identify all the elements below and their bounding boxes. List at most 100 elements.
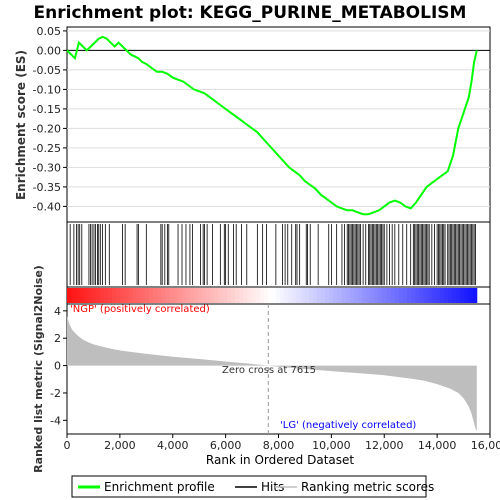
- gradient-segment: [259, 288, 265, 303]
- gradient-segment: [316, 288, 322, 303]
- metric-y-axis-label: Ranked list metric (Signal2Noise): [32, 265, 45, 473]
- gradient-segment: [280, 288, 285, 303]
- es-y-tick-label: -0.25: [33, 142, 61, 155]
- gradient-segment: [210, 288, 216, 303]
- gradient-segment: [157, 288, 162, 303]
- gradient-segment: [292, 288, 297, 303]
- gradient-segment: [116, 288, 121, 303]
- gradient-segment: [189, 288, 195, 303]
- x-tick-label: 0: [64, 439, 71, 452]
- gradient-segment: [403, 288, 408, 303]
- es-y-tick-label: 0.05: [37, 25, 62, 38]
- gradient-segment: [226, 288, 232, 303]
- gradient-segment: [394, 288, 400, 303]
- gradient-segment: [304, 288, 310, 303]
- gradient-segment: [251, 288, 256, 303]
- gradient-segment: [472, 288, 478, 303]
- gradient-segment: [300, 288, 306, 303]
- gradient-segment: [169, 288, 175, 303]
- gradient-segment: [91, 288, 97, 303]
- gradient-segment: [214, 288, 220, 303]
- gradient-segment: [148, 288, 154, 303]
- gradient-segment: [132, 288, 138, 303]
- gradient-segment: [95, 288, 101, 303]
- gradient-segment: [120, 288, 125, 303]
- gradient-segment: [423, 288, 429, 303]
- es-y-tick-label: -0.20: [33, 122, 61, 135]
- es-y-tick-label: -0.05: [33, 64, 61, 77]
- es-y-tick-label: -0.30: [33, 161, 61, 174]
- gradient-segment: [378, 288, 384, 303]
- gradient-segment: [206, 288, 211, 303]
- gradient-segment: [67, 288, 72, 303]
- gradient-segment: [345, 288, 351, 303]
- chart-title: Enrichment plot: KEGG_PURINE_METABOLISM: [34, 3, 467, 23]
- es-y-axis: 0.05 0.00 -0.05 -0.10 -0.15 -0.20 -0.25 -0.30 -0…: [33, 25, 67, 213]
- gradient-segment: [75, 288, 80, 303]
- gradient-segment: [267, 288, 273, 303]
- gradient-segment: [431, 288, 437, 303]
- gradient-segment: [194, 288, 199, 303]
- enrichment-profile-line: [66, 35, 478, 216]
- gradient-segment: [71, 288, 76, 303]
- gradient-segment: [439, 288, 445, 303]
- es-y-tick-label: -0.35: [33, 181, 61, 194]
- x-axis: 0 2,000 4,000 6,000 8,000 10,000 12,000 14,000 1…: [64, 434, 500, 452]
- gradient-segment: [185, 288, 191, 303]
- gradient-segment: [374, 288, 379, 303]
- gradient-segment: [124, 288, 129, 303]
- gradient-segment: [468, 288, 474, 303]
- rank-gradient-bar: [67, 288, 478, 303]
- metric-y-axis: 4 2 0 -2 -4: [50, 305, 67, 427]
- gradient-segment: [464, 288, 470, 303]
- es-gridlines: [67, 30, 490, 207]
- es-y-axis-label: Enrichment score (ES): [14, 50, 28, 200]
- gradient-segment: [460, 288, 465, 303]
- metric-y-tick-label: 2: [54, 332, 61, 345]
- gradient-segment: [218, 288, 224, 303]
- gradient-segment: [407, 288, 412, 303]
- gradient-segment: [427, 288, 433, 303]
- es-y-tick-label: -0.10: [33, 83, 61, 96]
- gradient-segment: [370, 288, 375, 303]
- gradient-segment: [362, 288, 367, 303]
- gradient-segment: [255, 288, 261, 303]
- gradient-segment: [202, 288, 207, 303]
- gradient-segment: [243, 288, 248, 303]
- hits-series: [69, 224, 476, 285]
- gradient-segment: [411, 288, 416, 303]
- gradient-segment: [136, 288, 142, 303]
- x-tick-label: 8,000: [263, 439, 295, 452]
- gradient-segment: [296, 288, 302, 303]
- x-tick-label: 4,000: [157, 439, 189, 452]
- gradient-segment: [103, 288, 109, 303]
- ranking-metric-series: [67, 304, 477, 434]
- gradient-segment: [275, 288, 281, 303]
- es-y-tick-label: 0.00: [37, 44, 62, 57]
- metric-y-tick-label: -4: [50, 414, 61, 427]
- gradient-segment: [448, 288, 453, 303]
- x-tick-label: 16,000: [471, 439, 500, 452]
- x-tick-label: 6,000: [210, 439, 242, 452]
- gradient-segment: [366, 288, 371, 303]
- gradient-segment: [222, 288, 228, 303]
- gradient-segment: [235, 288, 240, 303]
- es-panel-frame: [66, 26, 491, 223]
- gradient-segment: [443, 288, 449, 303]
- positive-label: 'NGP' (positively correlated): [70, 304, 210, 315]
- gradient-segment: [153, 288, 158, 303]
- zero-cross-label: Zero cross at 7615: [222, 365, 316, 376]
- legend-enrichment-label: Enrichment profile: [104, 480, 215, 494]
- gradient-segment: [456, 288, 461, 303]
- gradient-segment: [390, 288, 396, 303]
- gradient-segment: [239, 288, 244, 303]
- gradient-segment: [353, 288, 359, 303]
- gradient-segment: [452, 288, 457, 303]
- gradient-segment: [349, 288, 355, 303]
- gradient-segment: [128, 288, 134, 303]
- x-tick-label: 2,000: [104, 439, 136, 452]
- gradient-segment: [382, 288, 388, 303]
- gradient-segment: [79, 288, 84, 303]
- gradient-segment: [415, 288, 420, 303]
- gradient-segment: [337, 288, 343, 303]
